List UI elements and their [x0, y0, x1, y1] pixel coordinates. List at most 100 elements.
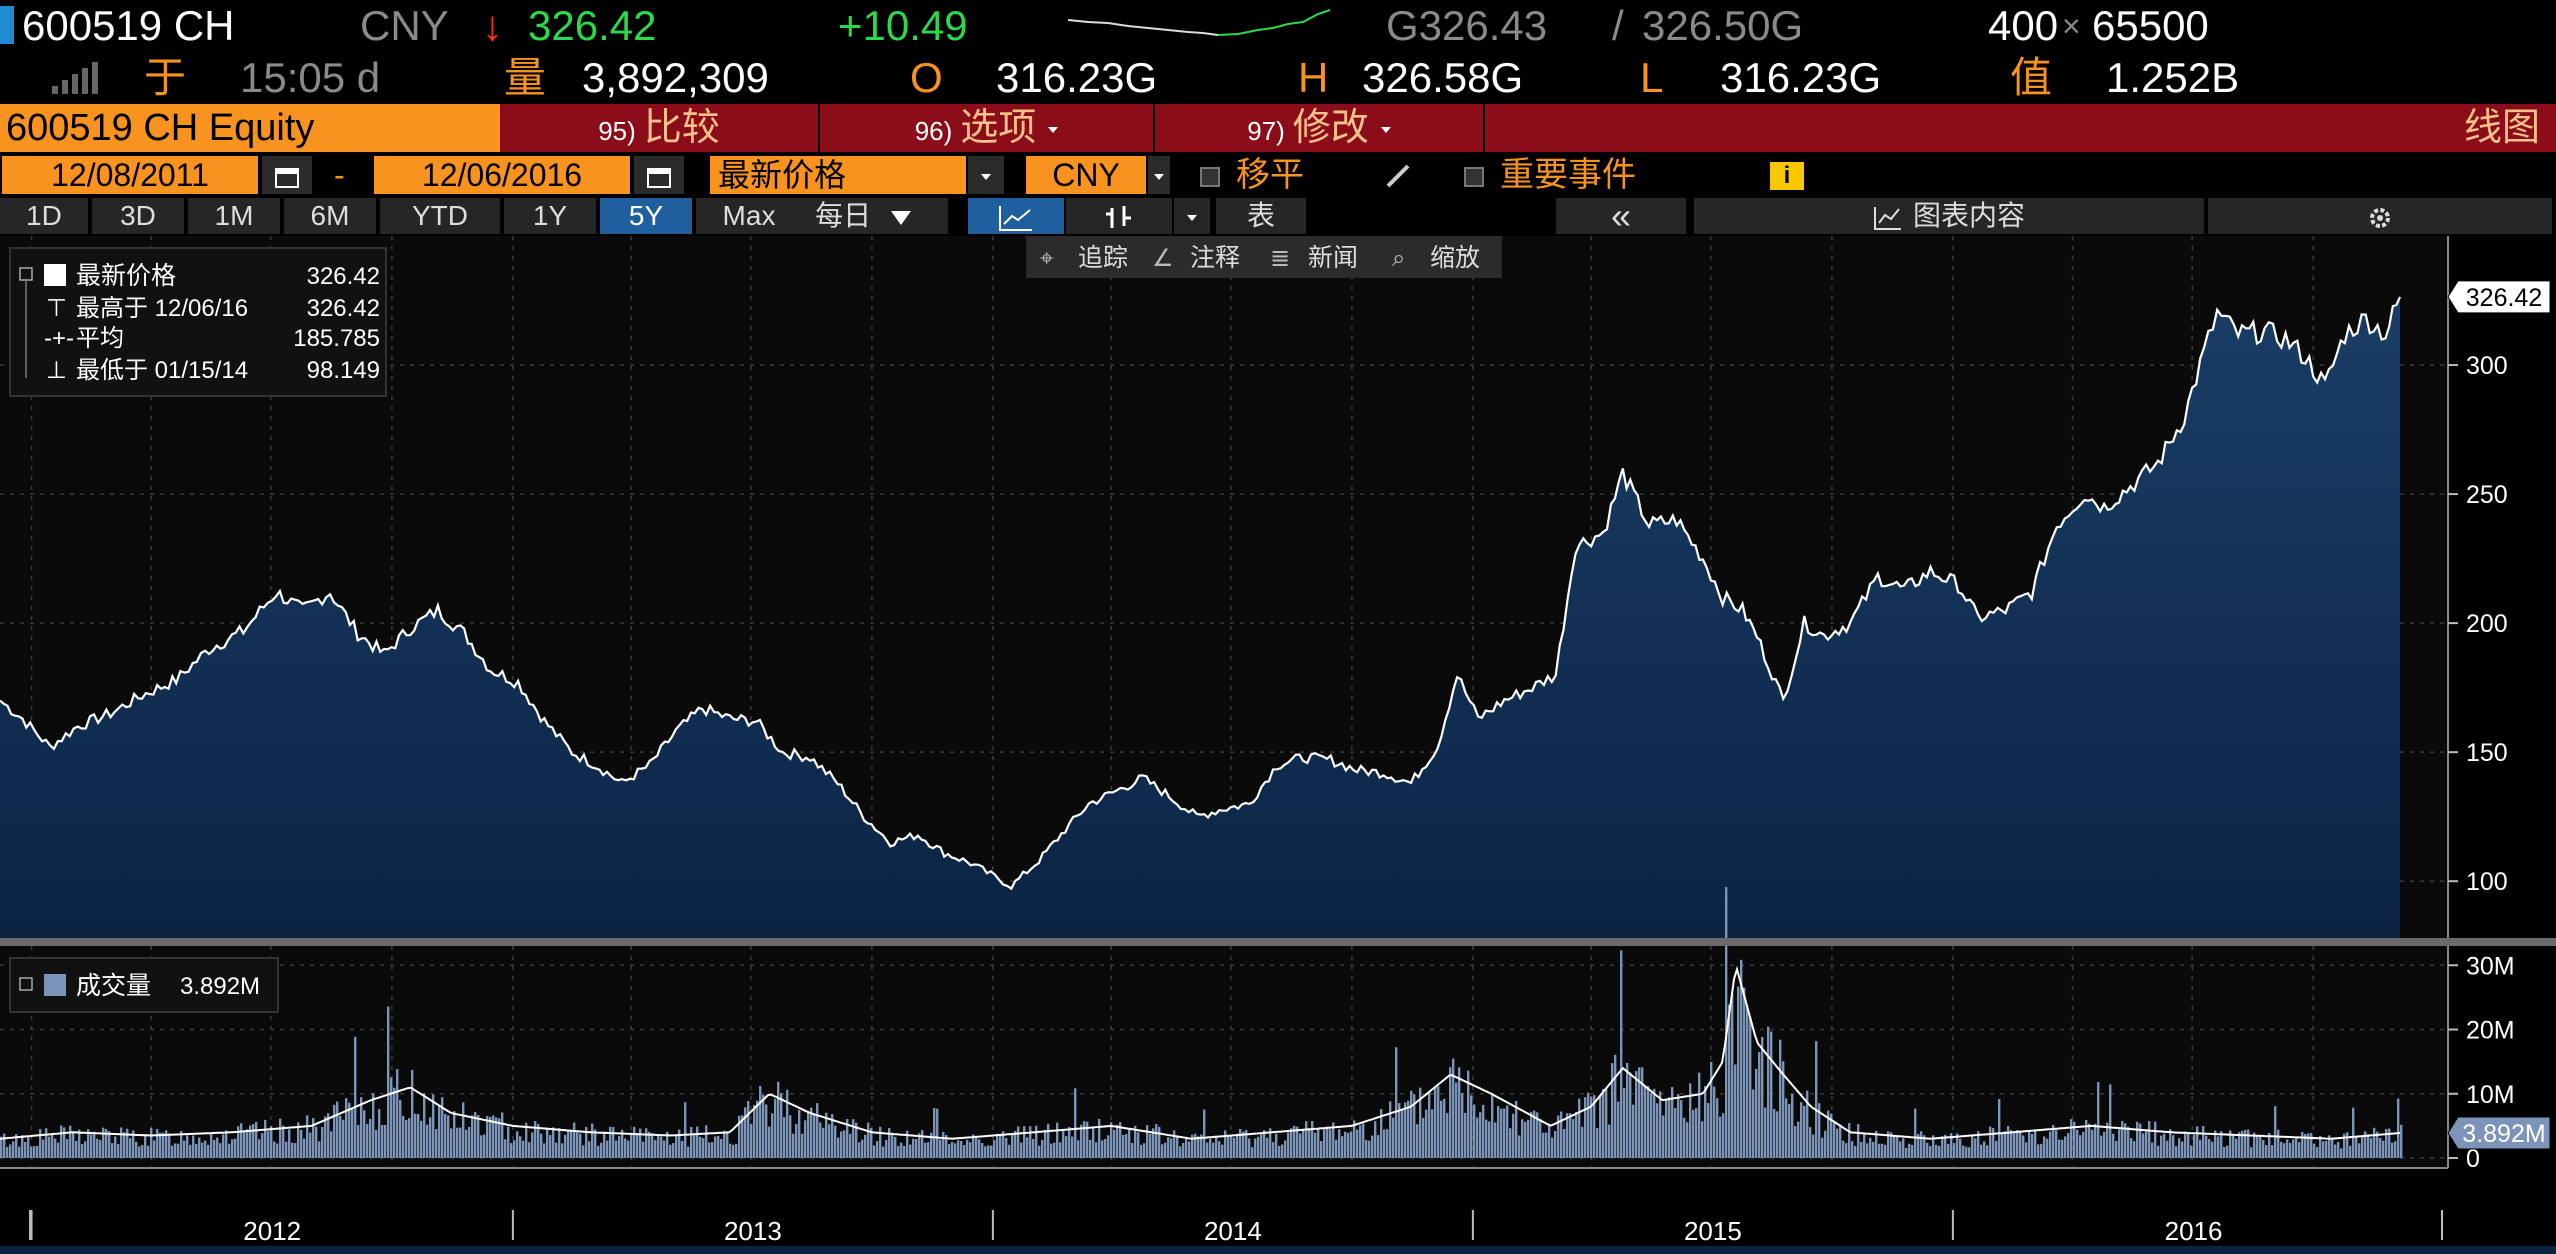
tool-1[interactable]: ∠ 注释 — [1152, 244, 1240, 272]
volume-bar — [1995, 1140, 1998, 1158]
chart-content-button[interactable]: 图表内容 — [1694, 198, 2204, 234]
volume-bar — [1632, 1104, 1635, 1158]
volume-bar — [2385, 1129, 2388, 1158]
volume-bar — [1389, 1101, 1392, 1158]
net-change: +10.49 — [838, 2, 968, 49]
volume-bar — [258, 1139, 261, 1158]
start-date-field[interactable]: 12/08/2011 — [2, 156, 258, 194]
chart-content-icon — [1873, 206, 1901, 230]
tool-2[interactable]: ≣ 新闻 — [1270, 244, 1358, 272]
volume-bar — [2103, 1131, 2106, 1158]
volume-bar — [1983, 1141, 1986, 1158]
volume-bar — [1176, 1135, 1179, 1158]
volume-bar — [1512, 1113, 1515, 1158]
volume-bar — [981, 1143, 984, 1158]
range-button-6m[interactable]: 6M — [284, 198, 376, 234]
volume-bar — [1011, 1134, 1014, 1158]
pane-divider[interactable] — [0, 938, 2556, 946]
pencil-icon[interactable] — [1384, 162, 1414, 190]
volume-bar — [1758, 1051, 1761, 1158]
volume-bar — [591, 1123, 594, 1158]
volume-bar — [471, 1115, 474, 1158]
volume-bar — [1848, 1123, 1851, 1158]
volume-bar — [1419, 1087, 1422, 1158]
volume-bar — [777, 1081, 780, 1158]
volume-bar — [2220, 1131, 2223, 1158]
move-avg-checkbox[interactable] — [1200, 167, 1220, 187]
field-dropdown-button[interactable] — [968, 156, 1004, 194]
range-button-5y[interactable]: 5Y — [600, 198, 692, 234]
edit-menu[interactable]: 97) 修改 — [1155, 104, 1485, 152]
range-button-1y[interactable]: 1Y — [504, 198, 596, 234]
last-price-tag — [2447, 280, 2551, 314]
volume-bar — [1782, 1061, 1785, 1158]
volume-bar — [1962, 1145, 1965, 1158]
legend-low-label: 最低于 01/15/14 — [76, 357, 248, 384]
chevron-down-icon — [1154, 173, 1164, 180]
volume-bar — [1488, 1121, 1491, 1158]
start-calendar-button[interactable] — [262, 156, 312, 194]
line-chart-button[interactable] — [968, 198, 1064, 234]
tool-0[interactable]: ⌖ 追踪 — [1040, 244, 1128, 272]
end-calendar-button[interactable] — [634, 156, 684, 194]
volume-bar — [87, 1129, 90, 1158]
volume-bar — [2289, 1142, 2292, 1158]
volume-bar — [342, 1119, 345, 1158]
volume-legend[interactable]: 成交量 3.892M — [9, 957, 279, 1013]
chart-type-dropdown[interactable] — [1174, 198, 1210, 234]
tool-3[interactable]: ⌕ 缩放 — [1392, 244, 1480, 272]
volume-bar — [675, 1135, 678, 1158]
volume-bar — [408, 1118, 411, 1158]
compare-menu[interactable]: 95) 比较 — [500, 104, 820, 152]
options-menu[interactable]: 96) 选项 — [820, 104, 1155, 152]
volume-bar — [1203, 1109, 1206, 1158]
price-legend[interactable]: 最新价格 326.42 ⊤ 最高于 12/06/16 326.42 -+- 平均… — [9, 247, 387, 397]
field-select[interactable]: 最新价格 — [710, 156, 966, 194]
currency-dropdown-button[interactable] — [1148, 156, 1170, 194]
volume-bar — [1806, 1090, 1809, 1158]
events-checkbox[interactable] — [1464, 167, 1484, 187]
volume-bar — [414, 1113, 417, 1158]
volume-bar — [288, 1129, 291, 1158]
volume-bar — [1518, 1135, 1521, 1158]
currency-select[interactable]: CNY — [1026, 156, 1146, 194]
volume-bar — [1092, 1127, 1095, 1158]
volume-bar — [486, 1115, 489, 1158]
range-button-1m[interactable]: 1M — [188, 198, 280, 234]
date-controls: 12/08/2011 - 12/06/2016 最新价格 CNY 移平 重要事件… — [0, 154, 2556, 196]
range-button-ytd[interactable]: YTD — [380, 198, 500, 234]
range-button-3d[interactable]: 3D — [92, 198, 184, 234]
security-field[interactable]: 600519 CH Equity — [0, 104, 500, 152]
volume-bar — [2109, 1084, 2112, 1158]
volume-bar — [2205, 1135, 2208, 1158]
end-date-field[interactable]: 12/06/2016 — [374, 156, 630, 194]
frequency-select[interactable]: 每日 — [778, 198, 948, 234]
table-button[interactable]: 表 — [1216, 198, 1306, 234]
view-title: 线图 — [2463, 107, 2540, 149]
volume-bar — [1572, 1119, 1575, 1158]
volume-bar — [1326, 1126, 1329, 1158]
volume-bar — [1125, 1134, 1128, 1158]
range-button-1d[interactable]: 1D — [0, 198, 88, 234]
info-button[interactable]: i — [1770, 162, 1804, 190]
settings-button[interactable] — [2208, 198, 2552, 234]
volume-bar — [36, 1145, 39, 1158]
volume-bar — [1242, 1131, 1245, 1158]
volume-bar — [1902, 1138, 1905, 1158]
volume-bar — [1953, 1143, 1956, 1158]
volume-bar — [2049, 1131, 2052, 1158]
bid-ask-separator: / — [1612, 2, 1624, 49]
volume-bar — [1080, 1124, 1083, 1158]
volume-bar — [600, 1142, 603, 1158]
volume-bar — [2007, 1126, 2010, 1158]
volume-bar — [732, 1144, 735, 1158]
volume-bar — [183, 1140, 186, 1158]
legend-volume-value: 3.892M — [180, 973, 260, 1000]
collapse-button[interactable]: « — [1556, 198, 1686, 234]
volume-bar — [1059, 1142, 1062, 1158]
bar-chart-button[interactable] — [1066, 198, 1172, 234]
volume-bar — [387, 1006, 390, 1158]
volume-bar — [807, 1110, 810, 1158]
volume-bar — [2112, 1133, 2115, 1158]
